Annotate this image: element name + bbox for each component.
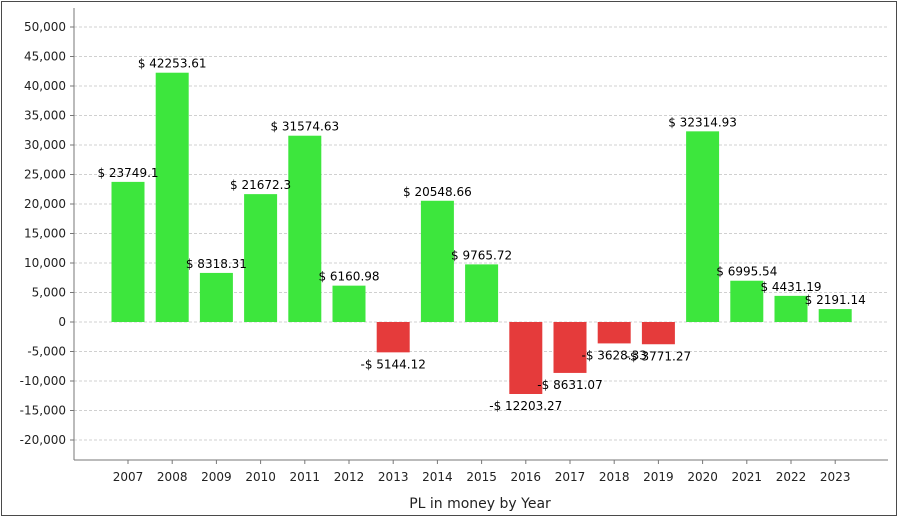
bar-2014 bbox=[420, 200, 454, 322]
data-label: $ 20548.66 bbox=[403, 185, 472, 199]
data-label: -$ 3771.27 bbox=[626, 349, 691, 363]
bar-2012 bbox=[332, 285, 366, 322]
x-tick-label: 2023 bbox=[820, 470, 851, 484]
data-label: $ 32314.93 bbox=[668, 115, 737, 129]
y-tick-label: -15,000 bbox=[20, 404, 66, 418]
bar-2008 bbox=[155, 72, 189, 322]
x-tick-label: 2009 bbox=[201, 470, 232, 484]
bar-2022 bbox=[774, 295, 808, 322]
x-tick-label: 2008 bbox=[157, 470, 188, 484]
data-label: -$ 12203.27 bbox=[489, 399, 562, 413]
x-tick-label: 2013 bbox=[378, 470, 409, 484]
x-tick-label: 2018 bbox=[599, 470, 630, 484]
x-tick-label: 2010 bbox=[245, 470, 276, 484]
bar-2023 bbox=[818, 309, 852, 322]
bars bbox=[111, 72, 852, 394]
data-label: $ 6995.54 bbox=[716, 265, 777, 279]
data-label: $ 9765.72 bbox=[451, 248, 512, 262]
axes: 50,000 45,000 40,000 35,000 30,000 25,000 20,0… bbox=[20, 8, 888, 484]
x-tick-label: 2022 bbox=[776, 470, 807, 484]
data-labels: $ 23749.1 $ 42253.61 $ 8318.31 $ 21672.3 $ 3… bbox=[97, 57, 865, 413]
y-tick-label: -10,000 bbox=[20, 374, 66, 388]
bar-2009 bbox=[199, 272, 233, 322]
x-tick-label: 2012 bbox=[334, 470, 365, 484]
data-label: $ 23749.1 bbox=[97, 166, 158, 180]
data-label: $ 6160.98 bbox=[318, 270, 379, 284]
y-tick-label: -5,000 bbox=[27, 345, 66, 359]
data-label: $ 42253.61 bbox=[138, 57, 207, 71]
y-tick-label: 30,000 bbox=[24, 138, 66, 152]
x-tick-label: 2011 bbox=[290, 470, 321, 484]
y-tick-label: 25,000 bbox=[24, 168, 66, 182]
y-tick-label: 50,000 bbox=[24, 20, 66, 34]
data-label: -$ 3628.33 bbox=[581, 348, 646, 362]
bar-2007 bbox=[111, 181, 145, 322]
x-tick-label: 2007 bbox=[113, 470, 144, 484]
bar-2019 bbox=[641, 322, 675, 345]
bar-2015 bbox=[465, 264, 499, 322]
y-tick-label: -20,000 bbox=[20, 433, 66, 447]
x-tick-label: 2020 bbox=[687, 470, 718, 484]
bar-2018 bbox=[597, 322, 631, 344]
bar-2013 bbox=[376, 322, 410, 353]
data-label: -$ 8631.07 bbox=[537, 378, 602, 392]
data-label: $ 8318.31 bbox=[186, 257, 247, 271]
y-tick-label: 0 bbox=[58, 315, 66, 329]
x-tick-label: 2019 bbox=[643, 470, 674, 484]
x-axis-title: PL in money by Year bbox=[409, 496, 551, 512]
y-tick-label: 15,000 bbox=[24, 227, 66, 241]
data-label: $ 21672.3 bbox=[230, 178, 291, 192]
y-tick-label: 5,000 bbox=[32, 286, 66, 300]
x-tick-label: 2016 bbox=[511, 470, 542, 484]
bar-2021 bbox=[730, 280, 764, 322]
data-label: $ 2191.14 bbox=[805, 293, 866, 307]
data-label: $ 4431.19 bbox=[760, 280, 821, 294]
x-tick-label: 2017 bbox=[555, 470, 586, 484]
data-label: $ 31574.63 bbox=[270, 120, 339, 134]
x-tick-label: 2015 bbox=[466, 470, 497, 484]
bar-2010 bbox=[244, 194, 278, 322]
bar-2017 bbox=[553, 322, 587, 373]
data-label: -$ 5144.12 bbox=[360, 357, 425, 371]
bar-2020 bbox=[686, 131, 720, 322]
gridlines bbox=[74, 8, 888, 460]
y-tick-label: 10,000 bbox=[24, 256, 66, 270]
x-tick-label: 2014 bbox=[422, 470, 453, 484]
y-tick-label: 35,000 bbox=[24, 109, 66, 123]
bar-2011 bbox=[288, 135, 322, 322]
y-tick-label: 45,000 bbox=[24, 50, 66, 64]
y-tick-label: 20,000 bbox=[24, 197, 66, 211]
x-tick-label: 2021 bbox=[732, 470, 763, 484]
y-tick-label: 40,000 bbox=[24, 79, 66, 93]
bar-2016 bbox=[509, 322, 543, 394]
